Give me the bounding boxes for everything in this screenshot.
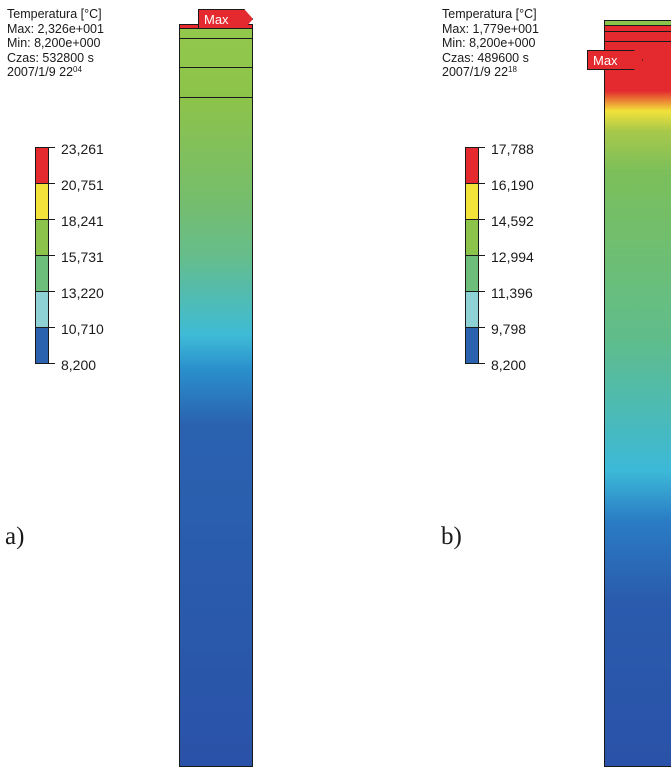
legend-value: 10,710	[61, 321, 104, 337]
panel-label: b)	[441, 523, 462, 550]
legend-value: 15,731	[61, 249, 104, 265]
legend-value: 8,200	[61, 357, 97, 373]
legend-swatch-mid-green	[35, 255, 49, 292]
min-value: Min: 8,200e+000	[442, 36, 536, 51]
max-value: Max: 2,326e+001	[7, 21, 104, 36]
legend-swatch-yellow	[35, 183, 49, 220]
legend-swatch-green	[35, 219, 49, 256]
legend-swatch-blue	[465, 327, 479, 364]
legend-value: 17,788	[491, 141, 534, 157]
legend-tick	[49, 255, 55, 256]
legend-tick	[49, 183, 55, 184]
legend-swatch-mid-green	[465, 255, 479, 292]
legend-swatch-red	[465, 147, 479, 184]
contour-line	[180, 67, 252, 68]
panel-label: a)	[5, 523, 25, 550]
legend-swatch-green	[465, 219, 479, 256]
legend-swatch-yellow	[465, 183, 479, 220]
legend-tick	[479, 147, 485, 148]
time-value: Czas: 532800 s	[7, 50, 94, 65]
color-legend: 23,261 20,751 18,241 15,731 13,220 10,71…	[35, 140, 155, 380]
temperature-column	[179, 24, 253, 767]
legend-swatch-blue	[35, 327, 49, 364]
contour-line	[605, 31, 671, 32]
panel-b: Temperatura [°C] Max: 1,779e+001 Min: 8,…	[436, 0, 671, 767]
contour-line	[605, 25, 671, 26]
legend-value: 8,200	[491, 357, 527, 373]
legend-tick	[479, 183, 485, 184]
max-value: Max: 1,779e+001	[442, 21, 539, 36]
contour-line	[605, 41, 671, 42]
legend-swatch-red	[35, 147, 49, 184]
legend-value: 12,994	[491, 249, 534, 265]
legend-swatch-cyan	[35, 291, 49, 328]
color-legend: 17,788 16,190 14,592 12,994 11,396 9,798…	[465, 140, 585, 380]
info-block: Temperatura [°C] Max: 2,326e+001 Min: 8,…	[7, 7, 104, 80]
legend-value: 9,798	[491, 321, 527, 337]
min-value: Min: 8,200e+000	[7, 36, 101, 51]
legend-tick	[49, 291, 55, 292]
legend-tick	[479, 219, 485, 220]
temperature-column	[604, 20, 671, 767]
legend-value: 11,396	[491, 285, 533, 301]
date-value: 2007/1/9 2204	[7, 65, 82, 80]
legend-value: 14,592	[491, 213, 534, 229]
max-marker: Max	[587, 50, 643, 70]
legend-tick	[479, 291, 485, 292]
legend-tick	[479, 363, 485, 364]
date-value: 2007/1/9 2218	[442, 65, 517, 80]
legend-tick	[49, 363, 55, 364]
legend-value: 13,220	[61, 285, 104, 301]
legend-value: 20,751	[61, 177, 104, 193]
legend-value: 16,190	[491, 177, 534, 193]
time-value: Czas: 489600 s	[442, 50, 529, 65]
panel-a: Temperatura [°C] Max: 2,326e+001 Min: 8,…	[0, 0, 330, 767]
legend-tick	[49, 147, 55, 148]
legend-tick	[49, 219, 55, 220]
contour-line	[180, 38, 252, 39]
contour-line	[180, 97, 252, 98]
legend-tick	[479, 327, 485, 328]
quantity-title: Temperatura [°C]	[442, 7, 537, 21]
legend-tick	[49, 327, 55, 328]
legend-value: 23,261	[61, 141, 104, 157]
quantity-title: Temperatura [°C]	[7, 7, 102, 21]
max-marker: Max	[198, 9, 253, 29]
legend-value: 18,241	[61, 213, 104, 229]
info-block: Temperatura [°C] Max: 1,779e+001 Min: 8,…	[442, 7, 539, 80]
legend-tick	[479, 255, 485, 256]
legend-swatch-cyan	[465, 291, 479, 328]
